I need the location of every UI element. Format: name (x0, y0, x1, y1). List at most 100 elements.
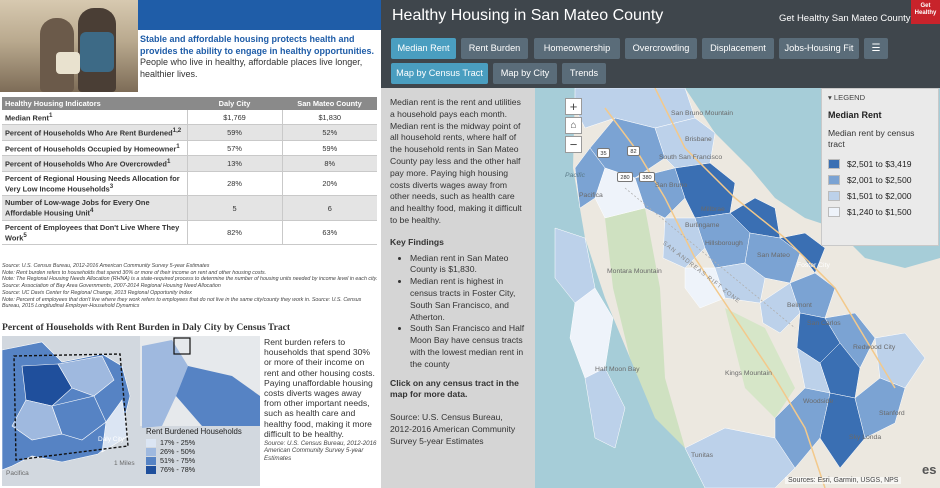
sidebar-source: Source: U.S. Census Bureau, 2012-2016 Am… (390, 412, 516, 446)
home-button[interactable]: ⌂ (565, 117, 582, 134)
rb-legend-swatch (146, 465, 156, 474)
highway-shield: 380 (639, 172, 655, 182)
rb-legend-swatch (146, 456, 156, 465)
legend-layer-name: Median Rent (828, 110, 882, 120)
indicator-label: Percent of Households Who Are Rent Burde… (2, 124, 187, 141)
county-value: 63% (281, 220, 377, 246)
map-label: Belmont (787, 302, 812, 309)
map-legend: ▾ LEGEND Median Rent Median rent by cens… (821, 88, 939, 246)
map-label: Woodside (803, 398, 834, 405)
table-row: Percent of Households Who Are Rent Burde… (2, 124, 377, 141)
tab-jobs-housing-fit[interactable]: Jobs-Housing Fit (779, 38, 859, 59)
county-value: 8% (281, 155, 377, 172)
legend-swatch (828, 175, 840, 185)
daly-city-value: 57% (186, 140, 282, 157)
map-label: San Bruno (655, 182, 688, 189)
rent-burden-legend: Rent Burdened Households 17% - 25% 26% - … (146, 427, 258, 474)
map-label: Millbrae (701, 206, 725, 213)
legend-label: $1,240 to $1,500 (847, 207, 912, 217)
rb-legend-swatch (146, 438, 156, 447)
intro-highlight: Stable and affordable housing protects h… (140, 34, 375, 56)
legend-description: Median rent by census tract (828, 128, 915, 149)
header-link[interactable]: Get Healthy San Mateo County (779, 13, 911, 24)
map-label: San Mateo (757, 252, 790, 259)
table-row: Percent of Households Occupied by Homeow… (2, 140, 377, 157)
legend-swatch (828, 191, 840, 201)
rent-burden-source: Source: U.S. Census Bureau, 2012-2016 Am… (264, 440, 377, 462)
indicator-label: Median Rent1 (2, 110, 187, 126)
table-notes: Source: U.S. Census Bureau, 2012-2016 Am… (2, 263, 378, 310)
census-tract-map[interactable]: + ⌂ − San Bruno Mountain Brisbane South … (535, 88, 940, 488)
map-label: San Bruno Mountain (671, 110, 733, 117)
tab-homeownership[interactable]: Homeownership (534, 38, 620, 59)
intro-rest: People who live in healthy, affordable p… (140, 57, 363, 79)
tab-displacement[interactable]: Displacement (702, 38, 774, 59)
rb-legend-row: 51% - 75% (146, 456, 258, 465)
rb-legend-row: 26% - 50% (146, 447, 258, 456)
note-line: Note: The Regional Housing Needs Allocat… (2, 276, 378, 290)
map-label: Montara Mountain (607, 268, 662, 275)
indicator-label: Percent of Regional Housing Needs Alloca… (2, 171, 187, 197)
legend-header[interactable]: ▾ LEGEND (828, 93, 932, 102)
tab-rent-burden[interactable]: Rent Burden (461, 38, 528, 59)
chevron-down-icon: ▾ (828, 93, 834, 102)
table-row: Percent of Regional Housing Needs Alloca… (2, 171, 377, 197)
daly-city-value: 28% (186, 171, 282, 197)
table-row: Percent of Households Who Are Overcrowde… (2, 155, 377, 172)
rb-label-place: Pacifica (6, 470, 29, 477)
county-value: $1,830 (281, 110, 377, 126)
map-label: Kings Mountain (725, 370, 772, 377)
legend-swatch (828, 159, 840, 169)
list-icon[interactable]: ☰ (864, 38, 888, 59)
map-label: Sky Londa (849, 434, 882, 441)
list-item: Median rent is highest in census tracts … (410, 276, 527, 323)
tab-median-rent[interactable]: Median Rent (391, 38, 456, 59)
county-value: 59% (281, 140, 377, 157)
get-healthy-logo[interactable]: Get Healthy (911, 0, 940, 24)
table-header: Daly City (187, 97, 282, 110)
legend-row: $1,240 to $1,500 (828, 204, 932, 220)
rb-legend-swatch (146, 447, 156, 456)
map-label: San Carlos (807, 320, 841, 327)
tab-overcrowding[interactable]: Overcrowding (625, 38, 697, 59)
map-click-hint: Click on any census tract in the map for… (390, 377, 519, 400)
indicator-label: Percent of Employees that Don't Live Whe… (2, 220, 187, 246)
map-label: Burlingame (685, 222, 720, 229)
rent-burden-map: Daly City Pacifica 1 Miles (2, 336, 260, 486)
highway-shield: 35 (597, 148, 610, 158)
legend-label: $1,501 to $2,000 (847, 191, 912, 201)
map-attribution: Sources: Esri, Garmin, USGS, NPS (785, 477, 902, 484)
highway-shield: 82 (627, 146, 640, 156)
legend-row: $2,001 to $2,500 (828, 172, 932, 188)
rb-scale: 1 Miles (114, 460, 135, 467)
hero-banner (138, 0, 381, 30)
intro-text: Stable and affordable housing protects h… (140, 34, 380, 80)
map-label: Foster City (797, 262, 830, 269)
tab-map-by-census-tract[interactable]: Map by Census Tract (391, 63, 488, 84)
report-panel: Stable and affordable housing protects h… (0, 0, 381, 488)
map-label: Brisbane (685, 136, 712, 143)
highway-shield: 280 (617, 172, 633, 182)
rent-burden-text: Rent burden refers to households that sp… (264, 337, 375, 439)
daly-city-value: $1,769 (186, 110, 282, 126)
zoom-in-button[interactable]: + (565, 98, 582, 115)
map-label: Pacific (565, 172, 586, 179)
tab-map-by-city[interactable]: Map by City (493, 63, 557, 84)
tab-trends[interactable]: Trends (562, 63, 606, 84)
rb-legend-label: 51% - 75% (160, 456, 196, 465)
zoom-out-button[interactable]: − (565, 136, 582, 153)
table-row: Median Rent1 $1,769 $1,830 (2, 110, 377, 126)
esri-logo: es (922, 462, 937, 477)
note-line: Source: UC Davis Center for Regional Cha… (2, 289, 192, 296)
indicator-label: Percent of Households Occupied by Homeow… (2, 140, 187, 157)
table-row: Percent of Employees that Don't Live Whe… (2, 220, 377, 246)
rb-legend-label: 17% - 25% (160, 438, 196, 447)
county-value: 52% (281, 124, 377, 141)
rb-legend-title: Rent Burdened Households (146, 427, 242, 436)
note-line: Source: U.S. Census Bureau, 2012-2016 Am… (2, 263, 210, 269)
key-findings-title: Key Findings (390, 236, 444, 247)
rb-legend-label: 76% - 78% (160, 465, 196, 474)
map-label: Stanford (879, 410, 905, 417)
map-label: Tunitas (691, 452, 714, 459)
legend-header-label: LEGEND (833, 93, 866, 102)
